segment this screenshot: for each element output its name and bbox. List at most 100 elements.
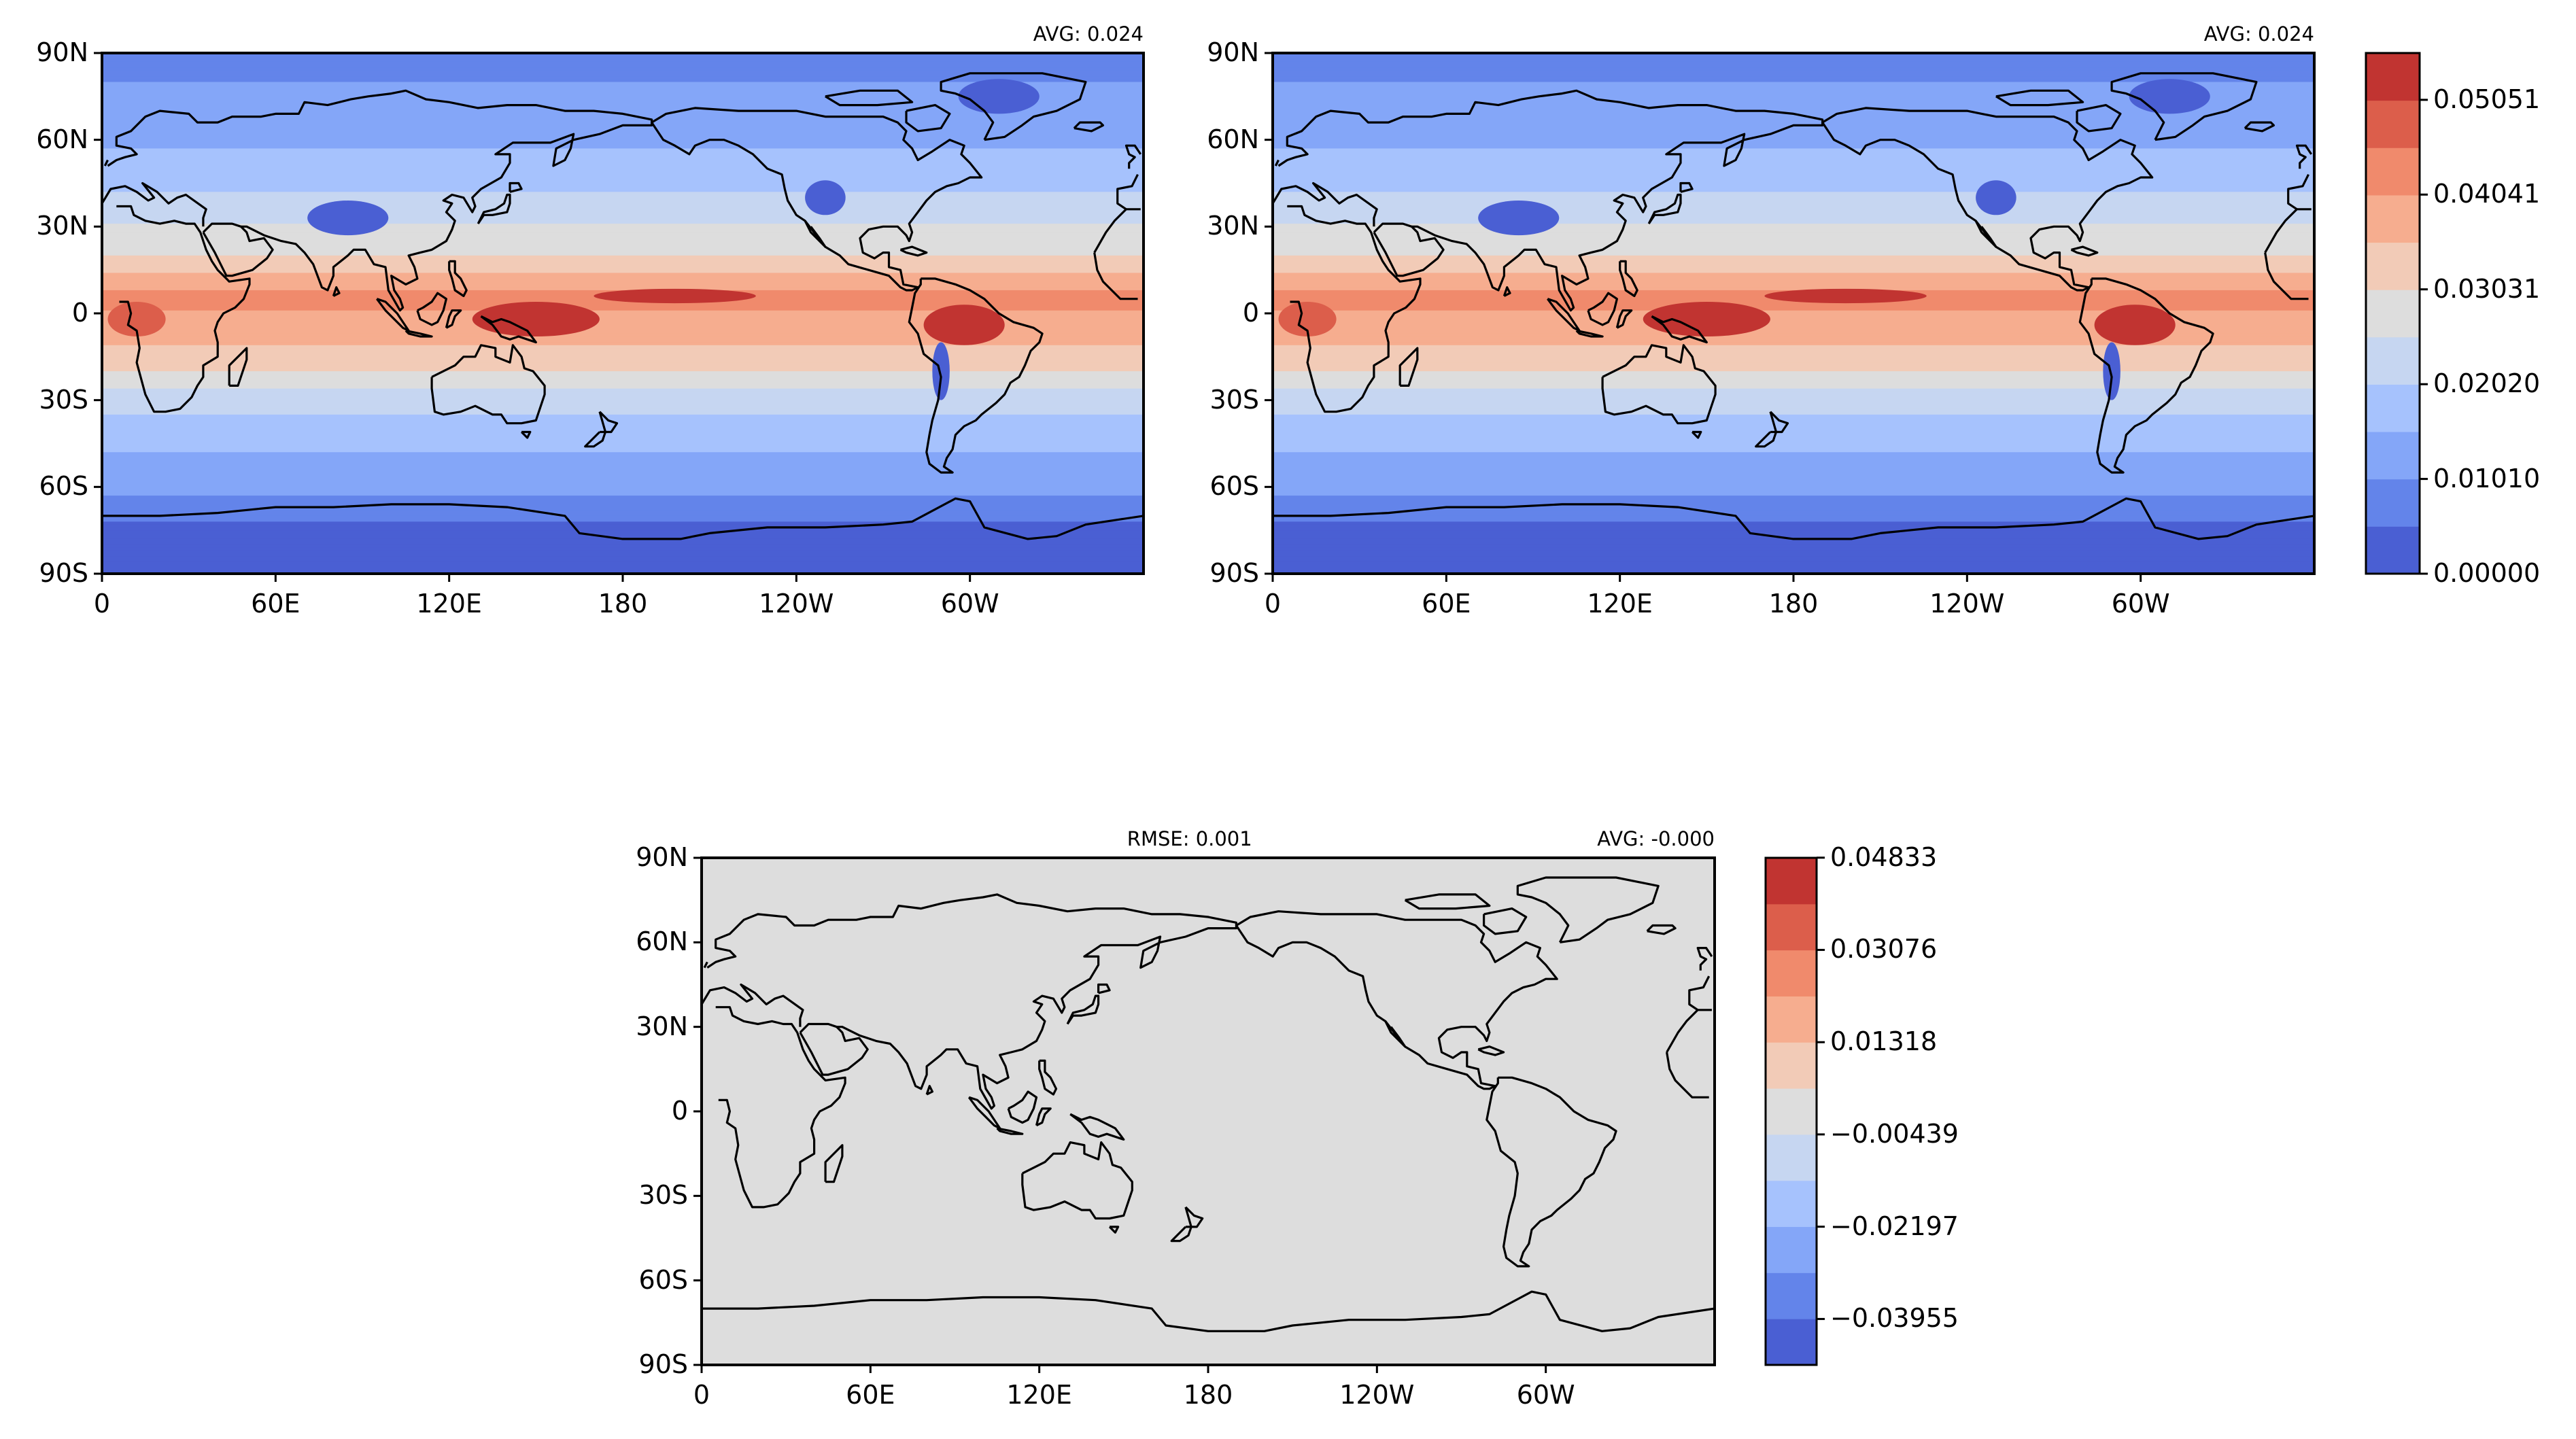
contour-band xyxy=(1273,472,2314,476)
contour-band xyxy=(1273,192,2314,196)
contour-band xyxy=(102,434,1144,438)
contour-band xyxy=(102,145,1144,150)
lat-tick-label: 30S xyxy=(39,384,88,415)
contour-region xyxy=(1976,180,2016,215)
contour-band xyxy=(102,142,1144,147)
contour-band xyxy=(1273,371,2314,375)
contour-band xyxy=(1273,162,2314,167)
contour-band xyxy=(102,391,1144,396)
lat-tick-label: 30N xyxy=(36,211,88,241)
contour-band xyxy=(102,570,1144,574)
colorbar-swatch xyxy=(2366,479,2420,527)
contour-band xyxy=(1273,235,2314,239)
colorbar-swatch xyxy=(2366,526,2420,574)
contour-band xyxy=(1273,310,2314,314)
coastline xyxy=(899,245,928,257)
coastline xyxy=(1516,876,1660,943)
coastline xyxy=(107,89,653,312)
coastline xyxy=(1038,1059,1058,1096)
contour-band xyxy=(1273,322,2314,326)
contour-band xyxy=(1273,107,2314,112)
contour-band xyxy=(1273,391,2314,396)
lon-tick-label: 0 xyxy=(1264,589,1282,619)
contour-band xyxy=(102,484,1144,488)
lon-tick-label: 60E xyxy=(846,1380,895,1410)
contour-band xyxy=(102,510,1144,514)
contour-band xyxy=(102,316,1144,320)
contour-band xyxy=(102,270,1144,274)
contour-band xyxy=(1273,351,2314,355)
contour-band xyxy=(102,336,1144,341)
colorbar-swatch xyxy=(1766,1042,1817,1089)
coastline xyxy=(1679,181,1694,193)
coastline xyxy=(480,315,537,344)
contour-band xyxy=(1273,96,2314,101)
contour-band xyxy=(1273,258,2314,262)
contour-band xyxy=(1273,116,2314,120)
contour-band xyxy=(102,406,1144,410)
contour-band xyxy=(1273,481,2314,485)
contour-band xyxy=(102,464,1144,468)
contour-band xyxy=(1273,255,2314,260)
lat-tick-label: 30S xyxy=(638,1180,688,1211)
contour-band xyxy=(102,443,1144,447)
lon-tick-label: 120E xyxy=(1006,1380,1072,1410)
contour-band xyxy=(102,169,1144,173)
colorbar-swatch xyxy=(1766,1088,1817,1135)
coastline xyxy=(1486,1076,1617,1268)
contour-band xyxy=(102,301,1144,306)
contour-band xyxy=(1273,154,2314,158)
contour-band xyxy=(102,82,1144,86)
contour-band xyxy=(1273,423,2314,427)
colorbar-tick-label: −0.02197 xyxy=(1830,1211,1959,1241)
contour-band xyxy=(1273,284,2314,288)
contour-band xyxy=(1273,90,2314,94)
contour-band xyxy=(1273,426,2314,430)
contour-band xyxy=(1273,368,2314,372)
contour-band xyxy=(1273,169,2314,173)
coastline xyxy=(102,181,207,227)
contour-band xyxy=(102,417,1144,421)
contour-band xyxy=(1273,105,2314,109)
contour-region xyxy=(1764,288,1927,304)
contour-band xyxy=(1273,325,2314,329)
contour-band xyxy=(102,457,1144,462)
contour-band xyxy=(102,475,1144,479)
contour-band xyxy=(1273,209,2314,213)
lat-tick-label: 90S xyxy=(39,558,88,588)
contour-band xyxy=(102,481,1144,485)
panel-right-title: AVG: 0.024 xyxy=(1033,22,1144,46)
coastline xyxy=(2244,121,2275,133)
contour-band xyxy=(102,96,1144,101)
contour-band xyxy=(102,559,1144,563)
contour-band xyxy=(102,469,1144,474)
contour-band xyxy=(1273,183,2314,187)
contour-band xyxy=(1273,464,2314,468)
contour-band xyxy=(102,426,1144,430)
contour-band xyxy=(1273,489,2314,493)
colorbar-swatch xyxy=(2366,53,2420,101)
contour-region xyxy=(2129,79,2210,114)
coastline xyxy=(1184,1206,1204,1228)
contour-band xyxy=(102,197,1144,202)
contour-band xyxy=(1273,513,2314,517)
contour-band xyxy=(102,423,1144,427)
lon-tick-label: 60W xyxy=(940,589,999,619)
coastline xyxy=(1691,430,1702,439)
contour-band xyxy=(1273,449,2314,453)
contour-band xyxy=(1273,556,2314,560)
lon-tick-label: 0 xyxy=(93,589,111,619)
contour-band xyxy=(102,524,1144,528)
contour-band xyxy=(102,151,1144,155)
lon-tick-label: 120E xyxy=(416,589,482,619)
contour-band xyxy=(1273,160,2314,164)
contour-band xyxy=(102,261,1144,265)
coastline xyxy=(202,222,274,277)
contour-band xyxy=(102,397,1144,401)
contour-band xyxy=(1273,498,2314,502)
coastline xyxy=(1073,121,1105,133)
coastline xyxy=(2264,252,2309,300)
contour-band xyxy=(1273,194,2314,198)
contour-region xyxy=(805,180,846,215)
colorbar-swatch xyxy=(1766,950,1817,996)
